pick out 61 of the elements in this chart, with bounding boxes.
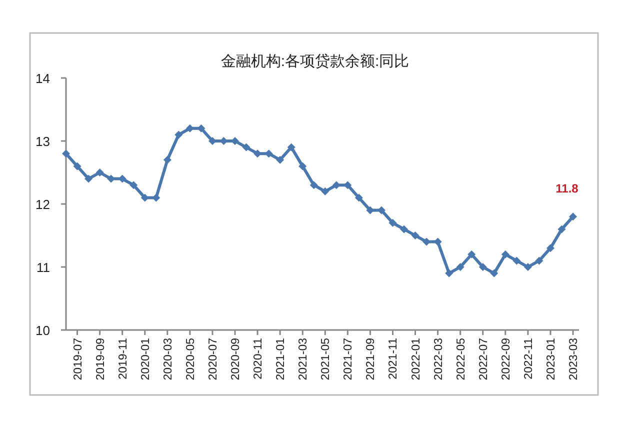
x-tick-label: 2021-07: [342, 338, 355, 380]
point: [310, 181, 318, 190]
annotation: 11.8: [556, 182, 579, 196]
point: [174, 130, 183, 139]
point: [163, 156, 172, 164]
x-tick-label: 2019-11: [117, 338, 130, 380]
point: [468, 250, 476, 258]
point: [388, 218, 397, 227]
x-tick-label: 2020-11: [252, 338, 265, 380]
x-tick-label: 2019-07: [72, 338, 84, 380]
point: [411, 232, 420, 240]
y-tick-label: 14: [36, 71, 50, 86]
point: [569, 212, 577, 221]
x-tick-label: 2021-05: [320, 338, 332, 380]
point: [478, 263, 487, 271]
point: [130, 181, 138, 190]
point: [501, 250, 510, 258]
point: [512, 256, 521, 265]
y-tick-label: 11: [36, 260, 50, 275]
x-tick-label: 2023-01: [545, 338, 558, 380]
point: [84, 174, 93, 183]
point: [490, 269, 498, 278]
x-tick-label: 2021-09: [365, 338, 378, 380]
x-tick-label: 2022-01: [410, 338, 422, 380]
point: [546, 244, 554, 252]
x-tick-label: 2022-11: [522, 338, 535, 380]
x-tick-label: 2021-01: [275, 338, 288, 380]
x-tick-label: 2019-09: [94, 338, 107, 380]
x-tick-label: 2022-03: [432, 338, 445, 380]
point: [535, 256, 544, 265]
point: [73, 162, 82, 170]
x-tick-label: 2022-07: [478, 338, 490, 380]
x-tick-label: 2022-09: [500, 338, 512, 380]
point: [332, 181, 340, 190]
x-tick-label: 2020-03: [162, 338, 174, 380]
point: [524, 263, 532, 271]
point: [456, 263, 464, 271]
x-tick-label: 2020-07: [207, 338, 220, 380]
point: [242, 143, 250, 152]
point: [276, 156, 284, 164]
chart-title: 金融机构:各项贷款余额:同比: [220, 53, 410, 70]
y-tick-label: 12: [36, 197, 50, 212]
point: [62, 150, 70, 158]
x-tick-label: 2022-05: [455, 338, 468, 380]
y-tick-label: 13: [36, 134, 50, 149]
x-tick-label: 2020-09: [230, 338, 242, 380]
x-tick-label: 2023-03: [568, 338, 580, 380]
point: [321, 187, 330, 196]
point: [558, 225, 566, 234]
x-tick-label: 2020-01: [140, 338, 152, 380]
x-tick-label: 2021-03: [298, 338, 310, 380]
point: [400, 225, 408, 234]
point: [96, 168, 104, 176]
point: [287, 143, 296, 152]
x-tick-label: 2020-05: [184, 338, 197, 380]
y-tick-label: 10: [36, 323, 50, 338]
point: [354, 194, 363, 202]
point: [298, 162, 307, 170]
x-tick-label: 2021-11: [388, 338, 400, 380]
point: [186, 124, 194, 132]
point: [445, 269, 454, 278]
